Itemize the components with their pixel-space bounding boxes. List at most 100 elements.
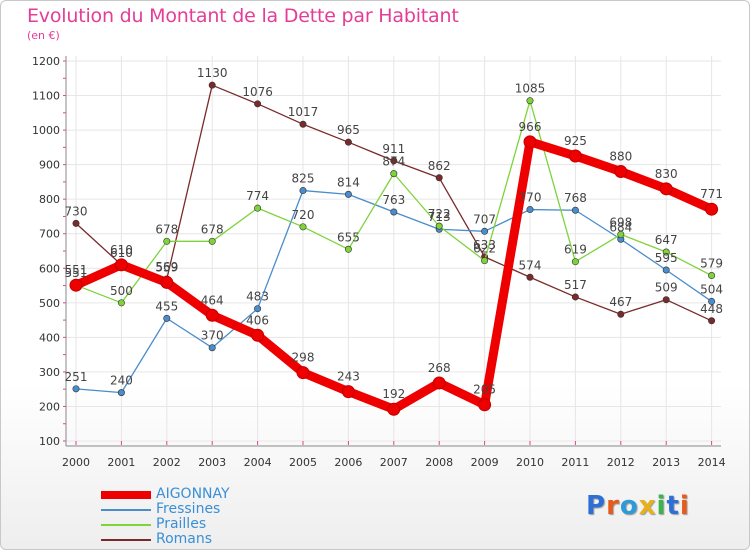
data-label-prailles: 678 [201,222,224,236]
point-fressines [208,344,216,352]
data-label-aigonnay: 966 [519,120,542,134]
data-label-prailles: 579 [700,257,723,271]
y-tick-label: 300 [39,366,60,379]
data-label-romans: 1076 [242,85,273,99]
point-romans [617,310,625,318]
data-label-aigonnay: 925 [564,134,587,148]
data-labels: 730 610 569 1130 1076 1017 965 911 862 633 574 517 4… [65,66,724,401]
data-label-romans: 862 [428,159,451,173]
data-label-fressines: 713 [428,210,451,224]
data-label-fressines: 595 [655,251,678,265]
axes: 100 200 300 400 500 600 700 800 900 1000 1100 1200 2… [32,55,726,469]
data-label-prailles: 720 [292,208,315,222]
point-fressines [344,190,352,198]
data-label-romans: 569 [155,260,178,274]
data-label-aigonnay: 464 [201,293,224,307]
point-prailles [708,272,716,280]
x-tick-label: 2008 [425,456,453,469]
y-tick-label: 1000 [32,124,60,137]
legend-swatch [101,509,151,511]
point-aigonnay [114,258,128,272]
point-fressines [254,305,262,313]
proxiti-logo: Proxiti [586,491,690,521]
point-romans [435,174,443,182]
data-label-fressines: 504 [700,282,723,296]
y-tick-label: 600 [39,262,60,275]
data-label-aigonnay: 559 [155,260,178,274]
x-tick-label: 2009 [471,456,499,469]
point-prailles [390,170,398,178]
data-label-aigonnay: 298 [292,351,315,365]
x-tick-label: 2004 [244,456,272,469]
data-label-fressines: 763 [382,193,405,207]
point-aigonnay [659,182,673,196]
x-tick-label: 2005 [289,456,317,469]
point-aigonnay [387,402,401,416]
x-tick-label: 2014 [698,456,726,469]
data-label-aigonnay: 192 [382,387,405,401]
logo-letter: i [656,491,667,521]
point-prailles [163,237,171,245]
data-label-fressines: 455 [155,299,178,313]
y-tick-label: 800 [39,193,60,206]
x-tick-label: 2013 [652,456,680,469]
point-romans [254,100,262,108]
point-romans [708,317,716,325]
point-aigonnay [478,398,492,412]
point-fressines [390,208,398,216]
point-romans [299,120,307,128]
x-tick-label: 2003 [198,456,226,469]
point-romans [526,273,534,281]
point-prailles [435,222,443,230]
point-prailles [571,258,579,266]
x-tick-label: 2010 [516,456,544,469]
y-tick-label: 1200 [32,55,60,68]
logo-letter: i [679,491,690,521]
point-prailles [344,245,352,253]
point-prailles [299,223,307,231]
logo-letter: P [586,491,607,521]
data-label-fressines: 825 [292,172,315,186]
point-aigonnay [568,149,582,163]
point-aigonnay [614,165,628,179]
data-label-aigonnay: 268 [428,361,451,375]
legend-swatch [101,524,151,526]
point-romans [662,296,670,304]
point-fressines [117,389,125,397]
data-label-fressines: 251 [65,370,88,384]
legend-swatch [101,539,151,541]
data-label-prailles: 619 [564,243,587,257]
legend-label: Fressines [156,501,221,517]
data-label-romans: 1130 [197,66,228,80]
data-label-prailles: 874 [382,155,405,169]
grid [66,56,721,442]
data-label-romans: 517 [564,278,587,292]
logo-letter: o [619,491,639,521]
point-prailles [662,248,670,256]
data-label-fressines: 814 [337,175,360,189]
point-romans [208,81,216,89]
logo-letter: r [606,491,620,521]
x-tick-label: 2002 [153,456,181,469]
logo-letter: x [638,491,657,521]
point-aigonnay [432,376,446,390]
x-tick-label: 2006 [334,456,362,469]
point-prailles [117,299,125,307]
point-prailles [254,204,262,212]
point-aigonnay [251,328,265,342]
data-label-romans: 467 [609,295,632,309]
data-label-romans: 574 [519,258,542,272]
point-prailles [617,230,625,238]
data-label-fressines: 483 [246,290,269,304]
logo-letter: t [666,491,680,521]
data-label-prailles: 698 [609,215,632,229]
y-tick-label: 400 [39,331,60,344]
data-label-romans: 448 [700,302,723,316]
point-romans [571,293,579,301]
data-label-prailles: 678 [155,222,178,236]
point-fressines [708,297,716,305]
point-fressines [571,206,579,214]
legend-label: AIGONNAY [156,486,230,502]
